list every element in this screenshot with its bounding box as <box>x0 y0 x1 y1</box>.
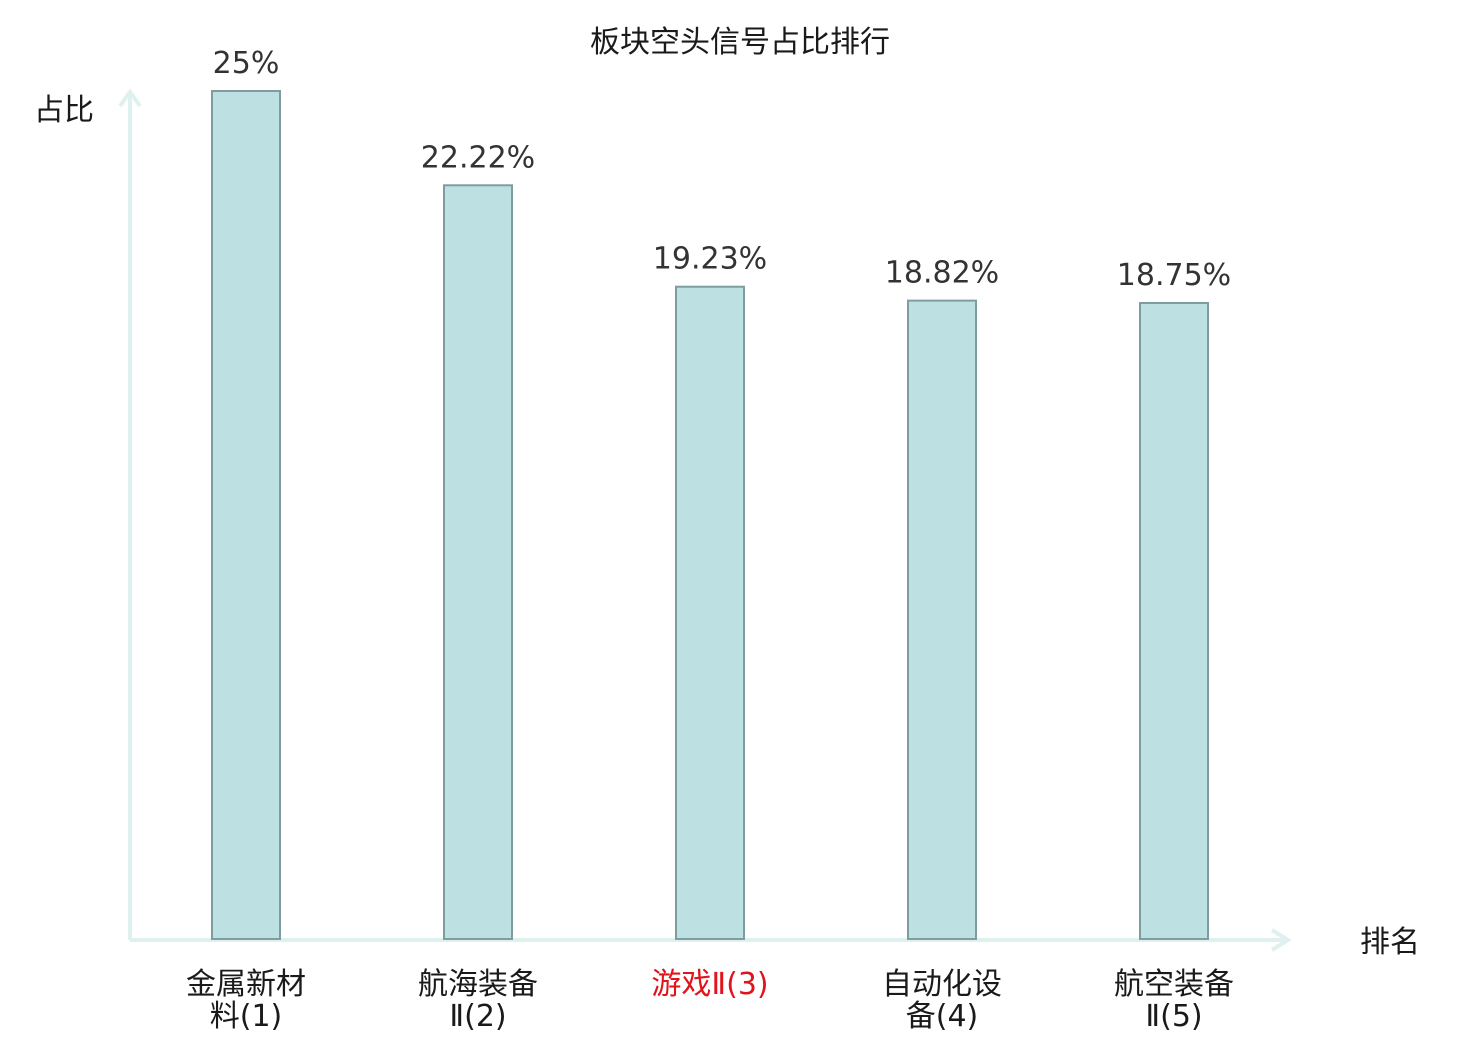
y-axis-label: 占比 <box>34 93 94 128</box>
bar-5 <box>1139 302 1209 940</box>
chart-title: 板块空头信号占比排行 <box>590 25 890 60</box>
x-axis-label: 排名 <box>1360 925 1420 960</box>
category-label-2-line-2: Ⅱ(2) <box>449 999 506 1034</box>
value-label-3: 19.23% <box>653 242 767 277</box>
value-label-1: 25% <box>213 46 280 81</box>
y-axis-arrow <box>118 88 142 108</box>
category-label-4-line-1: 自动化设 <box>882 967 1002 1002</box>
category-label-3: 游戏Ⅱ(3) <box>651 967 768 1002</box>
category-label-2-line-1: 航海装备 <box>418 967 538 1002</box>
bar-4 <box>907 299 977 940</box>
value-label-4: 18.82% <box>885 256 999 291</box>
x-axis-arrow <box>1270 928 1292 952</box>
category-label-4-line-2: 备(4) <box>906 999 979 1034</box>
category-label-1-line-1: 金属新材 <box>186 967 306 1002</box>
category-label-1-line-2: 料(1) <box>210 999 283 1034</box>
bar-3 <box>675 285 745 941</box>
bar-2 <box>443 184 513 940</box>
value-label-2: 22.22% <box>421 140 535 175</box>
value-labels: 25% 22.22% 19.23% 18.82% 18.75% <box>213 46 1232 293</box>
bar-1 <box>211 90 281 940</box>
bars <box>211 90 1209 941</box>
value-label-5: 18.75% <box>1117 258 1231 293</box>
category-label-5-line-2: Ⅱ(5) <box>1145 999 1202 1034</box>
category-label-5-line-1: 航空装备 <box>1114 967 1234 1002</box>
